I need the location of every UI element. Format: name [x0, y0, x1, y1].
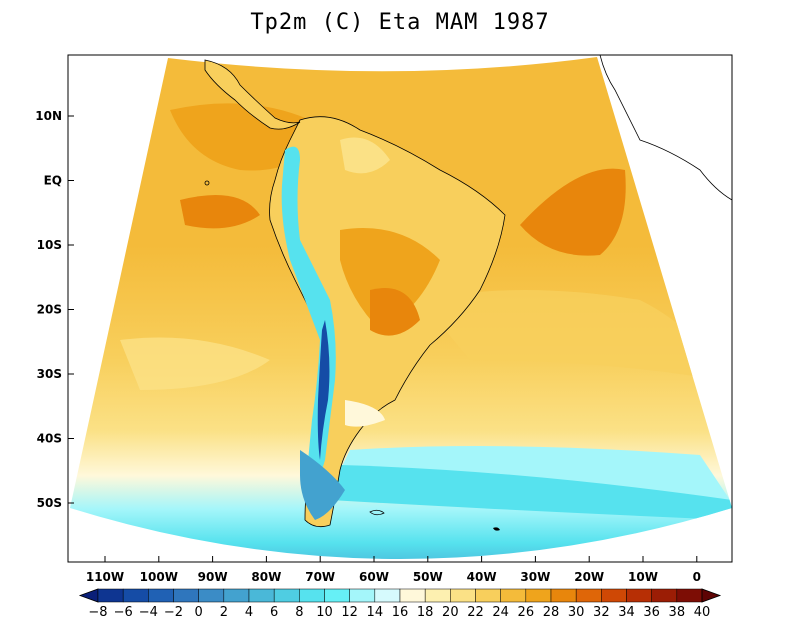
lon-tick-label: 10W — [628, 570, 658, 584]
lat-tick-label: 20S — [37, 303, 62, 317]
colorbar-label: −2 — [164, 605, 183, 618]
lon-tick-label: 20W — [574, 570, 604, 584]
colorbar-swatch — [97, 588, 124, 603]
lat-tick-label: 50S — [37, 496, 62, 510]
colorbar-min-arrow — [78, 588, 99, 603]
colorbar-label: 2 — [220, 605, 228, 618]
colorbar-swatch — [273, 588, 300, 603]
map-area — [70, 55, 732, 559]
colorbar-label: 28 — [543, 605, 560, 618]
lat-tick-label: 10N — [35, 109, 62, 123]
colorbar-labels: −8 −6 −4 −2 0 2 4 6 8 10 12 14 16 18 20 22 24 26 28 30 32 34 3… — [88, 605, 710, 618]
colorbar-label: 20 — [442, 605, 459, 618]
map-title: Tp2m (C) Eta MAM 1987 — [250, 10, 550, 35]
colorbar-swatch — [676, 588, 703, 603]
latitude-axis: 10N EQ 10S 20S 30S 40S 50S — [35, 109, 74, 510]
lon-tick-label: 100W — [140, 570, 178, 584]
colorbar-swatch — [148, 588, 174, 603]
lat-tick-label: 30S — [37, 367, 62, 381]
colorbar-swatch — [198, 588, 225, 603]
colorbar-label: 36 — [643, 605, 660, 618]
colorbar-label: 8 — [295, 605, 303, 618]
colorbar-label: 24 — [492, 605, 509, 618]
lat-tick-label: 10S — [37, 238, 62, 252]
colorbar-swatch — [575, 588, 602, 603]
colorbar-swatch — [324, 588, 350, 603]
lon-tick-label: 60W — [359, 570, 389, 584]
colorbar-swatch — [248, 588, 275, 603]
colorbar-label: 10 — [316, 605, 333, 618]
lat-tick-label: 40S — [37, 432, 62, 446]
colorbar-swatch — [122, 588, 149, 603]
colorbar-label: 4 — [245, 605, 253, 618]
colorbar-swatch — [525, 588, 552, 603]
lon-tick-label: 90W — [198, 570, 228, 584]
colorbar-swatch — [601, 588, 627, 603]
colorbar-swatch — [399, 588, 426, 603]
lat-tick-label: EQ — [44, 174, 62, 188]
colorbar-label: 40 — [694, 605, 711, 618]
colorbar-swatch — [299, 588, 325, 603]
colorbar-label: 18 — [417, 605, 434, 618]
longitude-axis: 110W 100W 90W 80W 70W 60W 50W 40W 30W 20W 10W 0 — [86, 556, 701, 584]
colorbar-label: −4 — [139, 605, 158, 618]
colorbar-label: 6 — [270, 605, 278, 618]
colorbar-label: 34 — [618, 605, 635, 618]
colorbar-label: −6 — [114, 605, 133, 618]
colorbar-swatch — [651, 588, 678, 603]
colorbar-label: 0 — [195, 605, 203, 618]
lon-tick-label: 40W — [467, 570, 497, 584]
colorbar-label: 38 — [669, 605, 686, 618]
colorbar-max-arrow — [701, 588, 722, 603]
colorbar-label: 30 — [568, 605, 585, 618]
colorbar-label: 14 — [367, 605, 384, 618]
africa-land — [599, 55, 732, 201]
lon-tick-label: 80W — [251, 570, 281, 584]
colorbar-label: 26 — [518, 605, 535, 618]
lon-tick-label: 70W — [305, 570, 335, 584]
central-america-land — [204, 59, 301, 130]
colorbar-label: 32 — [593, 605, 610, 618]
lon-tick-label: 30W — [520, 570, 550, 584]
colorbar-label: 16 — [392, 605, 409, 618]
colorbar-swatch — [424, 588, 451, 603]
colorbar-label: −8 — [88, 605, 107, 618]
colorbar-swatch — [626, 588, 652, 603]
colorbar-swatch — [450, 588, 476, 603]
colorbar-swatch — [349, 588, 376, 603]
colorbar-swatch — [223, 588, 250, 603]
colorbar-label: 22 — [467, 605, 484, 618]
colorbar — [78, 588, 722, 603]
lon-tick-label: 110W — [86, 570, 124, 584]
lon-tick-label: 0 — [693, 570, 701, 584]
colorbar-swatch — [475, 588, 501, 603]
colorbar-swatch — [550, 588, 577, 603]
colorbar-label: 12 — [341, 605, 358, 618]
map-frame — [67, 54, 733, 563]
lon-tick-label: 50W — [413, 570, 443, 584]
colorbar-swatch — [374, 588, 401, 603]
colorbar-swatch — [500, 588, 527, 603]
colorbar-swatch — [173, 588, 199, 603]
